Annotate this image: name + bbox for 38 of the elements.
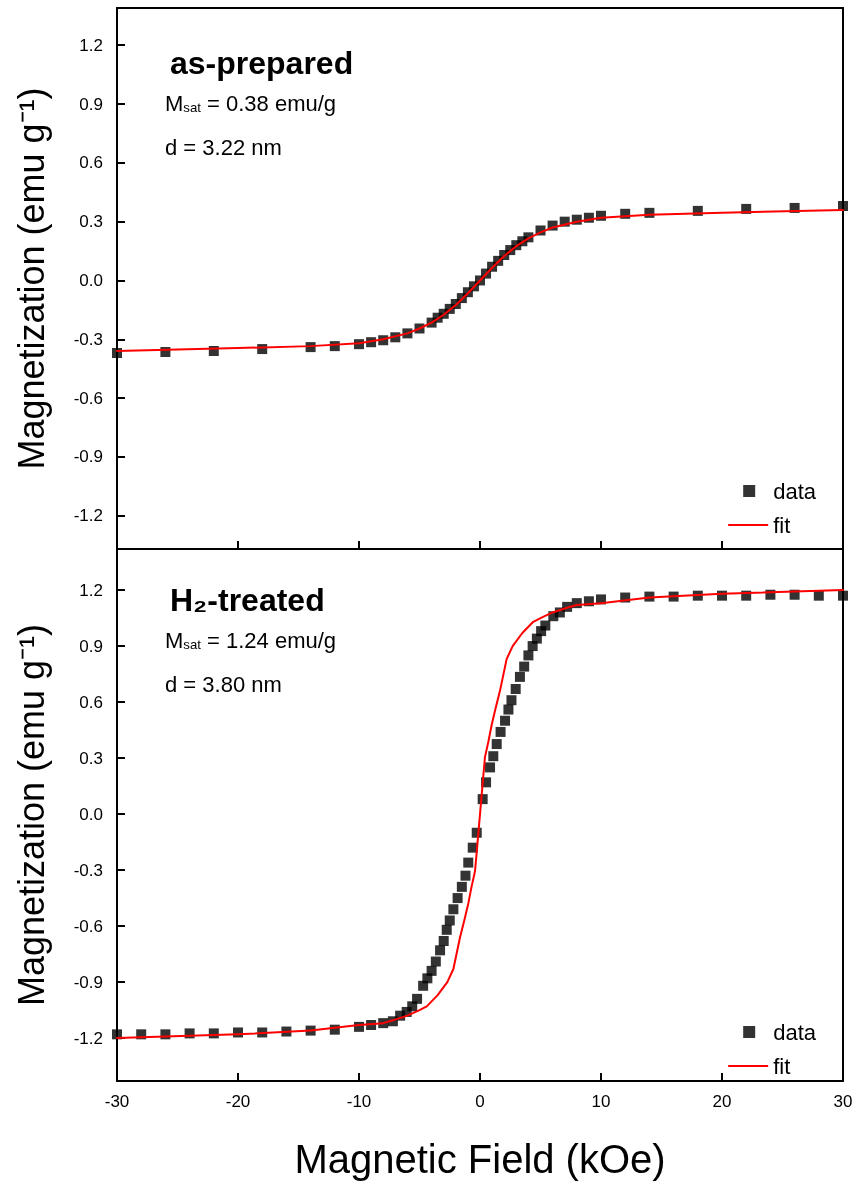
- y-tick-label: 1.2: [79, 580, 103, 600]
- y-tick-label: 0.9: [79, 94, 103, 114]
- legend-label: fit: [773, 512, 791, 538]
- y-tick-label: -0.3: [73, 860, 103, 880]
- x-tick-label: -10: [346, 1092, 372, 1111]
- x-tick-label: 30: [833, 1092, 853, 1111]
- annotation: d = 3.22 nm: [165, 134, 282, 160]
- text: H₂-treated: [170, 582, 325, 618]
- y-tick-label: 1.2: [79, 35, 103, 55]
- x-tick-label: 10: [591, 1092, 611, 1111]
- y-tick-label: 0.3: [79, 212, 103, 232]
- y-tick-label: 0.6: [79, 692, 103, 712]
- y-tick-label: -0.3: [73, 329, 103, 349]
- x-tick-label: 0: [475, 1092, 485, 1111]
- x-tick-label: -20: [225, 1092, 251, 1111]
- y-tick-label: -1.2: [73, 506, 103, 526]
- legend-label: data: [773, 478, 817, 504]
- y-tick-label: -0.9: [73, 972, 103, 992]
- y-tick-label: -0.9: [73, 447, 103, 467]
- y-tick-label: -1.2: [73, 1028, 103, 1048]
- text: as-prepared: [170, 45, 354, 81]
- y-tick-label: 0.0: [79, 270, 103, 290]
- y-tick-label: 0.9: [79, 636, 103, 656]
- y-tick-label: -0.6: [73, 916, 103, 936]
- x-tick-label: -30: [104, 1092, 130, 1111]
- legend-label: fit: [773, 1053, 791, 1079]
- y-axis-title: Magnetization (emu g⁻¹): [10, 623, 52, 1007]
- y-tick-label: 0.0: [79, 804, 103, 824]
- y-tick-label: 0.3: [79, 748, 103, 768]
- annotation: Msat = 1.24 emu/g: [165, 627, 337, 653]
- y-tick-label: -0.6: [73, 388, 103, 408]
- x-tick-label: 20: [712, 1092, 732, 1111]
- x-axis-title: Magnetic Field (kOe): [294, 1137, 666, 1181]
- y-axis-title: Magnetization (emu g⁻¹): [10, 87, 52, 470]
- annotation: d = 3.80 nm: [165, 671, 282, 697]
- legend-label: data: [773, 1019, 817, 1045]
- annotation: Msat = 0.38 emu/g: [165, 90, 337, 116]
- y-tick-label: 0.6: [79, 153, 103, 173]
